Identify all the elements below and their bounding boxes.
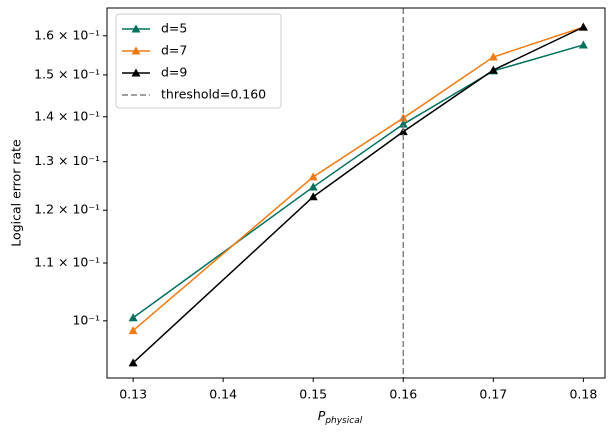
x-tick-label: 0.16 — [389, 387, 417, 402]
y-tick-label: 1.3 × 10⁻¹ — [34, 153, 100, 168]
marker — [578, 40, 588, 49]
x-tick-label: 0.13 — [119, 387, 147, 402]
marker — [128, 358, 138, 367]
y-tick-label: 1.1 × 10⁻¹ — [34, 255, 100, 270]
y-tick-label: 10⁻¹ — [72, 312, 100, 327]
marker — [398, 119, 408, 128]
legend-box — [115, 13, 282, 109]
marker — [308, 192, 318, 201]
y-tick-label: 1.5 × 10⁻¹ — [34, 66, 100, 81]
x-tick-label: 0.18 — [569, 387, 597, 402]
x-tick-label: 0.15 — [299, 387, 327, 402]
legend-label: threshold=0.160 — [161, 87, 266, 102]
marker — [488, 65, 498, 74]
legend-marker — [131, 68, 141, 77]
y-tick-label: 1.2 × 10⁻¹ — [34, 202, 100, 217]
marker — [128, 313, 138, 322]
legend-label: d=7 — [161, 43, 187, 58]
marker — [398, 127, 408, 136]
legend-label: d=5 — [161, 21, 187, 36]
marker — [128, 326, 138, 335]
plot-frame — [106, 7, 606, 379]
x-axis-label: Pphysical — [318, 408, 363, 426]
marker — [488, 52, 498, 61]
legend-marker — [131, 46, 141, 55]
marker — [308, 172, 318, 181]
legend-label: d=9 — [161, 65, 187, 80]
legend-marker — [131, 24, 141, 33]
x-tick-label: 0.14 — [209, 387, 237, 402]
y-axis-label: Logical error rate — [9, 139, 24, 247]
x-tick-label: 0.17 — [479, 387, 507, 402]
marker — [578, 22, 588, 31]
marker — [308, 182, 318, 191]
y-tick-label: 1.6 × 10⁻¹ — [34, 27, 100, 42]
y-tick-label: 1.4 × 10⁻¹ — [34, 108, 100, 123]
